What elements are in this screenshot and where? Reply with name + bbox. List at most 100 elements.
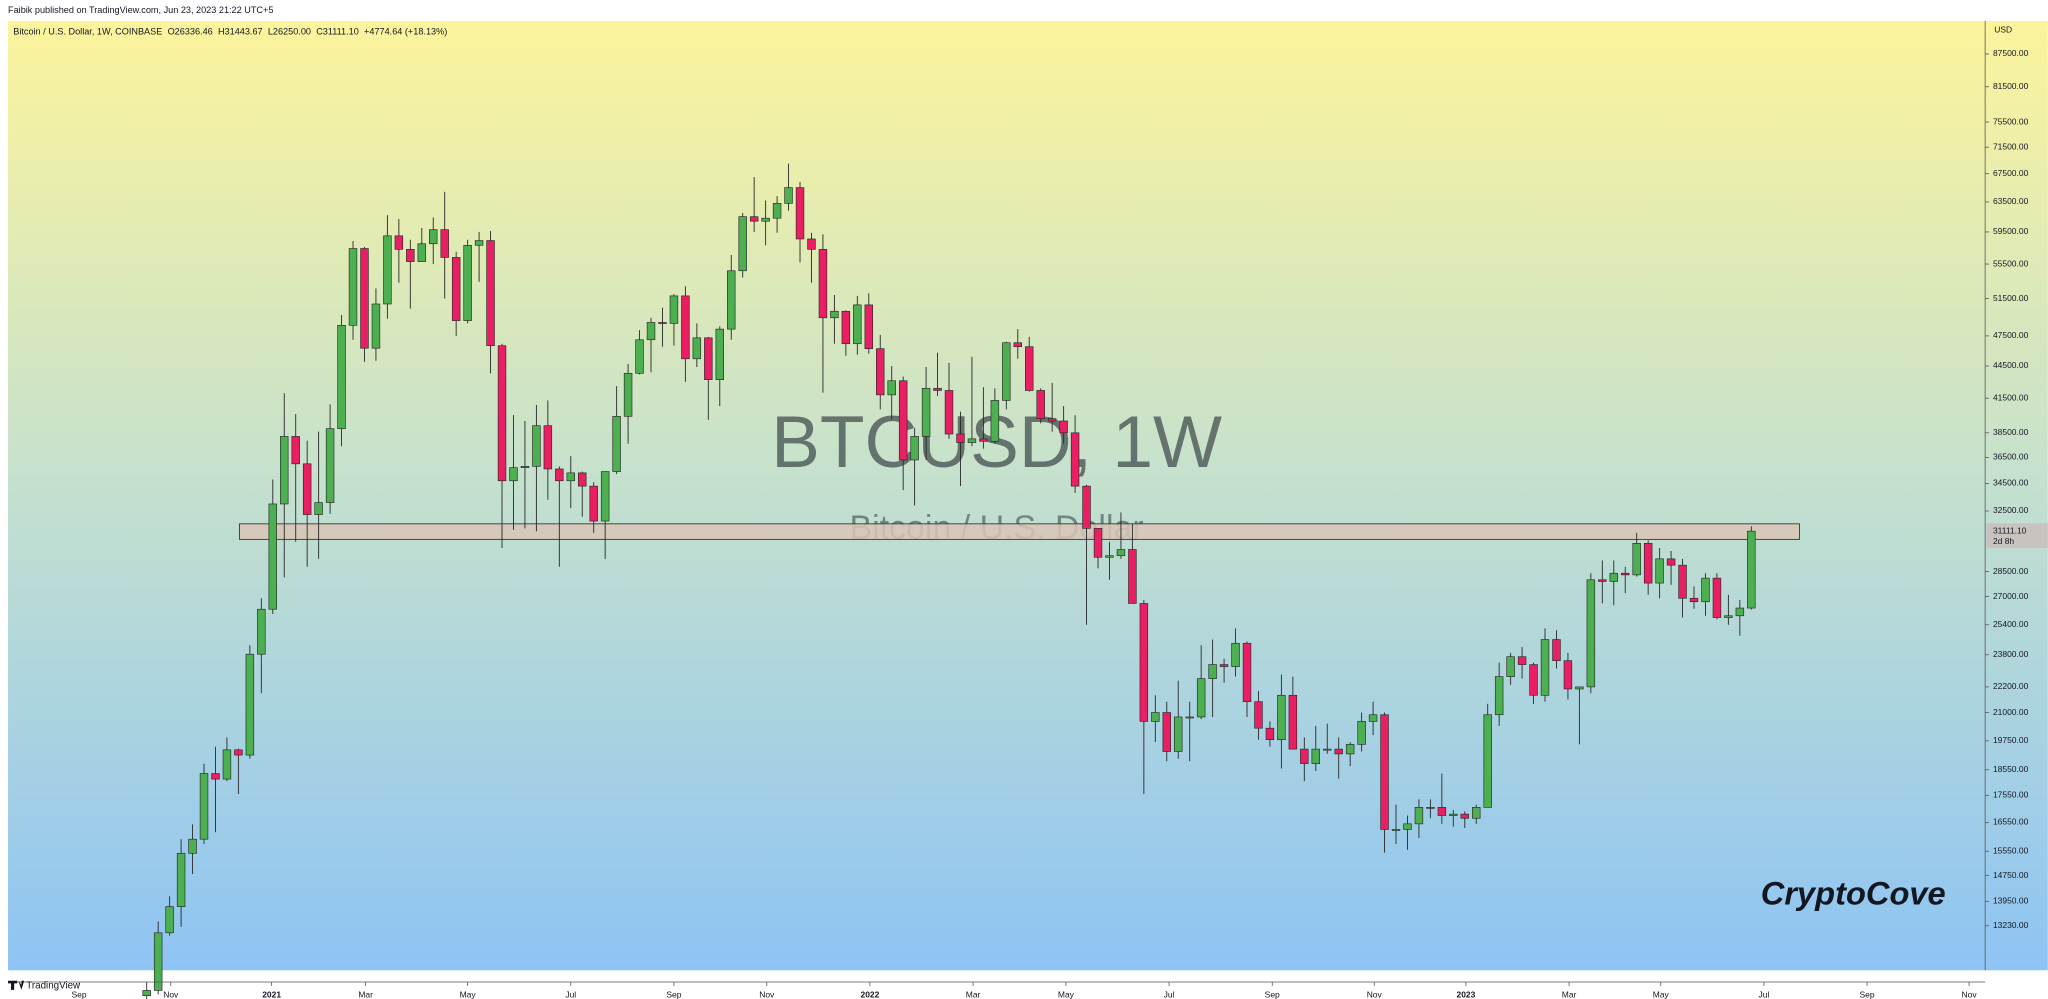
candle-body — [1643, 543, 1653, 584]
candle-body — [1517, 656, 1527, 665]
candle-body — [1208, 664, 1217, 679]
candle-body — [1540, 639, 1550, 696]
x-tick-label: Sep — [1265, 989, 1280, 999]
candle-body — [1323, 748, 1332, 751]
candle-body — [1678, 564, 1687, 599]
candle-body — [795, 187, 805, 240]
y-tick-label: 18550.00 — [1993, 764, 2029, 774]
candle-body — [1036, 390, 1045, 419]
candle-body — [956, 433, 965, 443]
candle-body — [302, 463, 312, 515]
publisher-line: Faibik published on TradingView.com, Jun… — [8, 5, 273, 15]
x-tick-label: Jul — [1164, 989, 1175, 999]
candle-body — [451, 257, 461, 321]
candle-body — [1105, 555, 1114, 558]
candle-body — [1070, 432, 1080, 487]
candle-body — [509, 467, 518, 482]
candle-body — [944, 390, 954, 435]
candle-body — [1437, 807, 1447, 816]
candle-body — [1724, 615, 1733, 618]
candle-body — [1139, 603, 1149, 722]
candle-body — [669, 295, 679, 324]
legend-change: +4774.64 (+18.13%) — [364, 27, 447, 37]
y-tick-label: 34500.00 — [1993, 478, 2029, 488]
candle-body — [1265, 727, 1275, 741]
candle-body — [532, 425, 541, 467]
candle-body — [257, 608, 266, 655]
candle-body — [646, 322, 656, 341]
legend-low: L26250.00 — [268, 27, 311, 37]
candle-body — [474, 240, 484, 246]
candle-body — [1334, 748, 1343, 755]
candle-body — [245, 653, 255, 756]
candle-body — [1747, 530, 1756, 609]
candle-body — [933, 387, 942, 391]
candle-body — [1185, 716, 1194, 719]
y-tick-label: 22200.00 — [1993, 681, 2029, 691]
candle-body — [325, 428, 335, 503]
candle-body — [1082, 485, 1091, 529]
y-tick-label: 13950.00 — [1993, 896, 2029, 906]
legend-close: C31111.10 — [316, 27, 359, 37]
candle-body — [692, 337, 702, 360]
candle-body — [1151, 712, 1160, 722]
y-tick-label: 51500.00 — [1993, 293, 2029, 303]
candle-body — [1460, 813, 1470, 819]
candle-body — [623, 372, 633, 417]
x-tick-label: Sep — [1860, 989, 1875, 999]
x-tick-label: Nov — [1367, 989, 1383, 999]
signature: CryptoCove — [1761, 874, 1946, 911]
candle-body — [658, 322, 667, 324]
x-tick-label: Jul — [1759, 989, 1770, 999]
candle-body — [1586, 579, 1596, 688]
candle-body — [1449, 813, 1458, 816]
legend-line: Bitcoin / U.S. Dollar, 1W, COINBASE O2633… — [13, 27, 447, 37]
candle-body — [578, 472, 587, 487]
legend-high: H31443.67 — [218, 27, 263, 37]
y-tick-label: 13230.00 — [1993, 920, 2029, 930]
candle-body — [371, 303, 381, 349]
y-tick-label: 67500.00 — [1993, 168, 2029, 178]
candle-body — [394, 235, 404, 250]
x-tick-label: Nov — [759, 989, 775, 999]
candle-body — [1414, 807, 1424, 825]
candle-body — [348, 248, 358, 326]
candle-body — [234, 749, 243, 756]
candle-body — [876, 348, 885, 396]
candle-body — [1047, 418, 1057, 422]
candle-body — [211, 773, 220, 780]
chart-background — [8, 20, 2048, 971]
candle-body — [1621, 572, 1630, 576]
candle-body — [738, 216, 747, 272]
candle-body — [1277, 694, 1286, 741]
x-tick-label: Nov — [163, 989, 179, 999]
candle-body — [1357, 721, 1366, 745]
x-tick-label: 2023 — [1457, 989, 1476, 999]
candle-body — [1494, 676, 1504, 716]
y-tick-label: 55500.00 — [1993, 258, 2029, 268]
candle-body — [176, 852, 186, 907]
candle-body — [1025, 346, 1034, 391]
x-tick-label: May — [460, 989, 477, 999]
candle-body — [830, 310, 839, 319]
candle-body — [1128, 549, 1137, 604]
candle-body — [1231, 642, 1240, 667]
candle-body — [1219, 664, 1229, 667]
y-tick-label: 21000.00 — [1993, 707, 2029, 717]
candle-body — [1013, 342, 1023, 348]
candle-body — [1288, 694, 1298, 750]
legend-open: O26336.46 — [168, 27, 213, 37]
candle-body — [337, 324, 346, 429]
candle-body — [761, 217, 770, 222]
candle-body — [1059, 420, 1068, 434]
candle-body — [1632, 543, 1641, 576]
candle-body — [1403, 823, 1412, 830]
footer: TradingView — [8, 981, 81, 992]
y-tick-label: 44500.00 — [1993, 360, 2029, 370]
candle-body — [1254, 701, 1263, 729]
y-tick-label: 25400.00 — [1993, 619, 2029, 629]
last-price-box — [1986, 523, 2048, 549]
resistance-zone — [239, 523, 1800, 540]
bar-countdown: 2d 8h — [1993, 536, 2014, 546]
y-tick-label: 14750.00 — [1993, 870, 2029, 880]
